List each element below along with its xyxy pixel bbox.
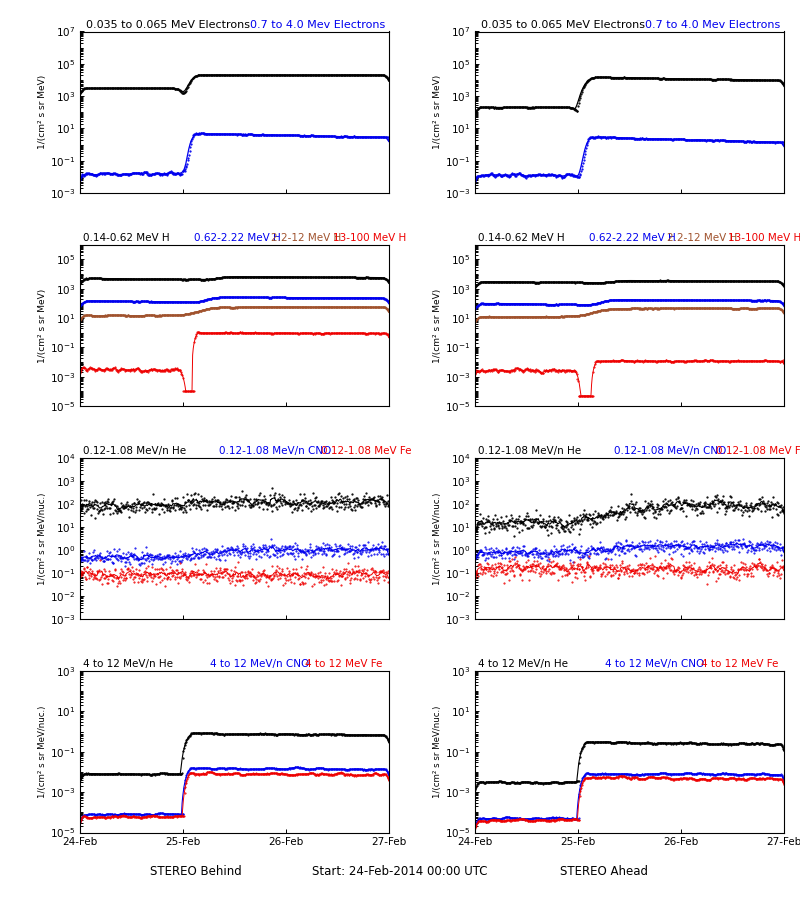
Text: 0.62-2.22 MeV H: 0.62-2.22 MeV H	[194, 233, 281, 243]
Text: 4 to 12 MeV Fe: 4 to 12 MeV Fe	[306, 660, 382, 670]
Text: 13-100 MeV H: 13-100 MeV H	[333, 233, 406, 243]
Text: 0.12-1.08 MeV Fe: 0.12-1.08 MeV Fe	[321, 446, 411, 456]
Text: 2.2-12 MeV H: 2.2-12 MeV H	[666, 233, 737, 243]
Text: 0.035 to 0.065 MeV Electrons: 0.035 to 0.065 MeV Electrons	[86, 20, 250, 30]
Y-axis label: 1/(cm² s sr MeV): 1/(cm² s sr MeV)	[433, 288, 442, 363]
Text: 13-100 MeV H: 13-100 MeV H	[729, 233, 800, 243]
Text: 0.12-1.08 MeV/n CNO: 0.12-1.08 MeV/n CNO	[219, 446, 331, 456]
Text: 0.14-0.62 MeV H: 0.14-0.62 MeV H	[478, 233, 565, 243]
Text: 0.7 to 4.0 Mev Electrons: 0.7 to 4.0 Mev Electrons	[250, 20, 385, 30]
Text: 0.12-1.08 MeV/n CNO: 0.12-1.08 MeV/n CNO	[614, 446, 726, 456]
Y-axis label: 1/(cm² s sr MeV/nuc.): 1/(cm² s sr MeV/nuc.)	[433, 706, 442, 798]
Y-axis label: 1/(cm² s sr MeV/nuc.): 1/(cm² s sr MeV/nuc.)	[38, 492, 47, 585]
Text: 0.035 to 0.065 MeV Electrons: 0.035 to 0.065 MeV Electrons	[482, 20, 646, 30]
Text: STEREO Behind: STEREO Behind	[150, 865, 242, 878]
Text: 0.12-1.08 MeV Fe: 0.12-1.08 MeV Fe	[716, 446, 800, 456]
Text: 0.14-0.62 MeV H: 0.14-0.62 MeV H	[83, 233, 170, 243]
Y-axis label: 1/(cm² s sr MeV): 1/(cm² s sr MeV)	[433, 75, 442, 149]
Y-axis label: 1/(cm² s sr MeV/nuc.): 1/(cm² s sr MeV/nuc.)	[38, 706, 47, 798]
Text: 0.12-1.08 MeV/n He: 0.12-1.08 MeV/n He	[83, 446, 186, 456]
Text: 2.2-12 MeV H: 2.2-12 MeV H	[271, 233, 342, 243]
Text: 4 to 12 MeV Fe: 4 to 12 MeV Fe	[701, 660, 778, 670]
Y-axis label: 1/(cm² s sr MeV): 1/(cm² s sr MeV)	[38, 288, 47, 363]
Text: 4 to 12 MeV/n He: 4 to 12 MeV/n He	[478, 660, 568, 670]
Y-axis label: 1/(cm² s sr MeV): 1/(cm² s sr MeV)	[38, 75, 47, 149]
Y-axis label: 1/(cm² s sr MeV/nuc.): 1/(cm² s sr MeV/nuc.)	[433, 492, 442, 585]
Text: Start: 24-Feb-2014 00:00 UTC: Start: 24-Feb-2014 00:00 UTC	[312, 865, 488, 878]
Text: 0.62-2.22 MeV H: 0.62-2.22 MeV H	[590, 233, 676, 243]
Text: STEREO Ahead: STEREO Ahead	[560, 865, 648, 878]
Text: 0.12-1.08 MeV/n He: 0.12-1.08 MeV/n He	[478, 446, 582, 456]
Text: 4 to 12 MeV/n CNO: 4 to 12 MeV/n CNO	[210, 660, 309, 670]
Text: 0.7 to 4.0 Mev Electrons: 0.7 to 4.0 Mev Electrons	[645, 20, 780, 30]
Text: 4 to 12 MeV/n CNO: 4 to 12 MeV/n CNO	[605, 660, 704, 670]
Text: 4 to 12 MeV/n He: 4 to 12 MeV/n He	[83, 660, 173, 670]
